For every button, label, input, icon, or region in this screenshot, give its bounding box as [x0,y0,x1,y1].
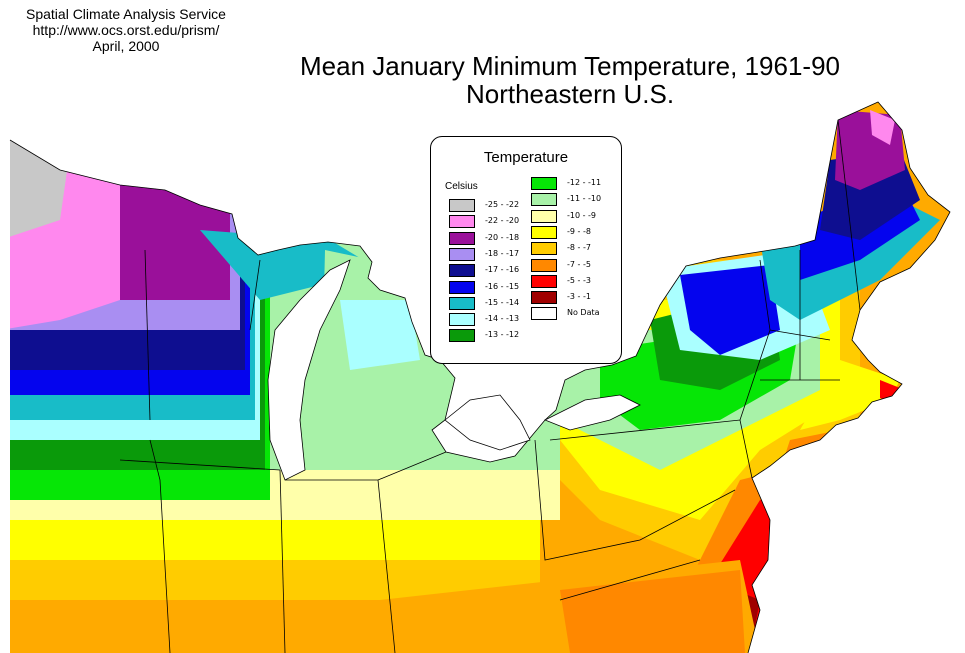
legend-swatch [531,307,557,321]
credit-block: Spatial Climate Analysis Service http://… [8,6,244,54]
legend-swatch [531,258,557,272]
legend-swatch [531,209,557,223]
legend-swatch [531,193,557,207]
legend-label: -5 - -3 [567,275,591,285]
legend-label: -13 - -12 [485,330,520,340]
legend-label: -10 - -9 [567,210,597,220]
legend-swatch [449,231,475,245]
legend-label: -25 - -22 [485,200,520,209]
legend-label: -20 - -18 [485,232,520,242]
legend-label: -3 - -1 [567,292,591,302]
legend-swatch [449,280,475,294]
legend-label: -9 - -8 [567,226,591,236]
legend-swatch [531,274,557,288]
legend-label: -8 - -7 [567,243,591,253]
legend-title: Temperature [483,149,569,166]
legend-label: -16 - -15 [485,281,520,291]
legend-label: No Data [567,308,600,318]
legend-swatch [531,225,557,239]
legend-swatch [449,215,475,229]
legend-unit: Celsius [445,181,478,192]
credit-organization: Spatial Climate Analysis Service [26,6,226,22]
legend-label: -15 - -14 [485,297,520,307]
legend-swatch [449,247,475,261]
legend-swatch [449,313,475,327]
legend-swatch [531,291,557,305]
legend-label: -7 - -5 [567,259,591,269]
legend-label: -14 - -13 [485,314,520,324]
legend-swatch [449,199,475,212]
legend-swatch [531,242,557,256]
legend-label: -18 - -17 [485,248,520,258]
credit-url[interactable]: http://www.ocs.orst.edu/prism/ [32,22,220,38]
legend-swatch [531,177,557,190]
legend-label: -12 - -11 [567,178,602,187]
credit-date: April, 2000 [92,38,160,54]
legend: Temperature Celsius -25 - -22 -22 - -20 -2… [430,136,622,364]
legend-label: -17 - -16 [485,265,520,275]
legend-swatch [449,264,475,278]
legend-label: -11 - -10 [567,194,602,204]
legend-swatch [449,296,475,310]
legend-swatch [449,329,475,343]
map-title-line2: Northeastern U.S. [465,79,675,109]
map-title: Mean January Minimum Temperature, 1961-9… [270,52,870,108]
map-title-line1: Mean January Minimum Temperature, 1961-9… [299,51,840,81]
legend-label: -22 - -20 [485,216,520,226]
